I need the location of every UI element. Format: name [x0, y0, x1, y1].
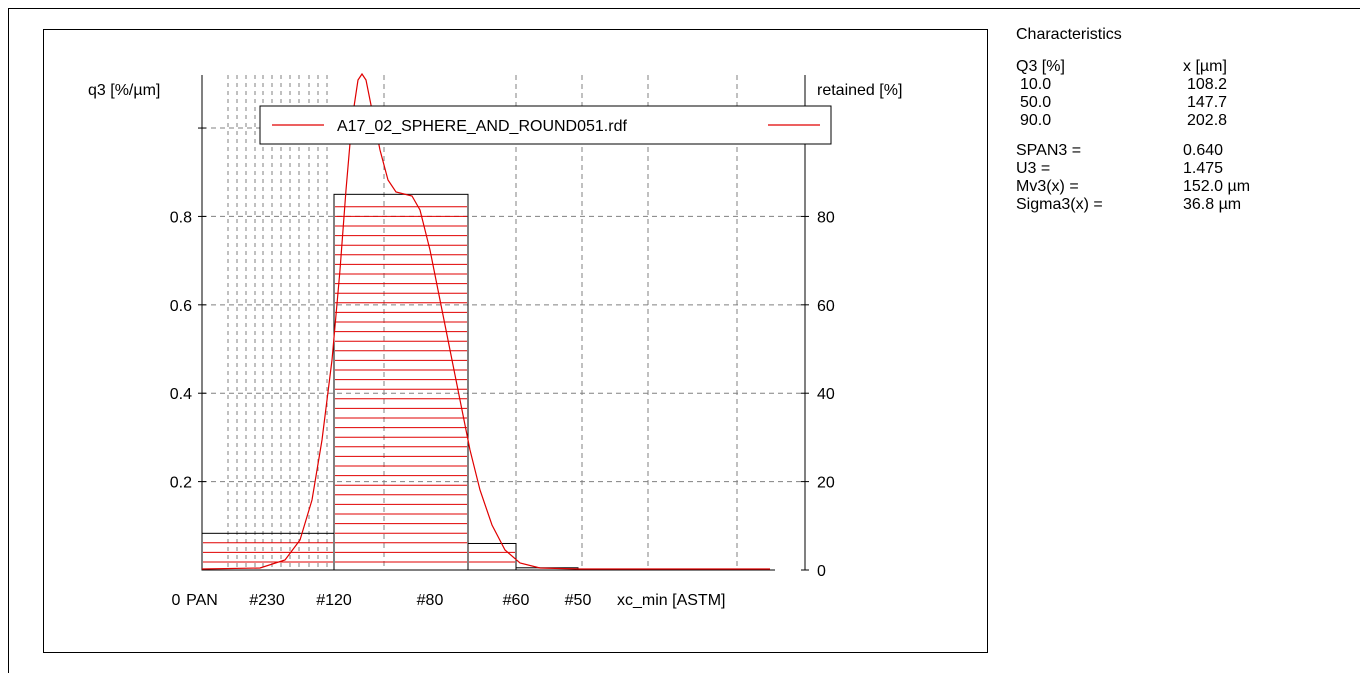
sigma3-label: Sigma3(x) = — [1016, 196, 1103, 213]
characteristics-row: 10.0 108.2 — [1016, 76, 1336, 94]
y-left-tick-label: 0.4 — [170, 386, 192, 403]
x-tick-label: #60 — [503, 592, 530, 609]
mv3-label: Mv3(x) = — [1016, 178, 1079, 195]
particle-size-chart: 0.2 0.4 0.6 0.8 0 20 40 60 80 q3 [%/µm] retained [… — [88, 72, 902, 609]
sigma3-value: 36.8 µm — [1183, 196, 1242, 213]
characteristics-header-row: Q3 [%] x [µm] — [1016, 58, 1336, 76]
y-left-tick-label: 0.6 — [170, 298, 192, 315]
x-tick-label: #120 — [316, 592, 352, 609]
stat-row: Sigma3(x) = 36.8 µm — [1016, 196, 1336, 214]
y-right-tick-label: 40 — [817, 386, 835, 403]
outer-frame-top — [8, 8, 1360, 9]
x-tick-label: #50 — [565, 592, 592, 609]
stat-row: SPAN3 = 0.640 — [1016, 142, 1336, 160]
x-header: x [µm] — [1183, 58, 1227, 75]
x-tick-label: PAN — [186, 592, 218, 609]
x-tick-label: 0 — [172, 592, 181, 609]
y-left-tick-label: 0.2 — [170, 475, 192, 492]
span3-label: SPAN3 = — [1016, 142, 1082, 159]
x-tick-label: #80 — [417, 592, 444, 609]
y-right-tick-label: 0 — [817, 563, 826, 580]
q3-header: Q3 [%] — [1016, 58, 1065, 75]
x-value: 108.2 — [1187, 76, 1228, 93]
characteristics-row: 50.0 147.7 — [1016, 94, 1336, 112]
histogram-bar — [467, 542, 517, 571]
q3-value: 50.0 — [1020, 94, 1052, 111]
y-right-tick-label: 80 — [817, 209, 835, 226]
mv3-value: 152.0 µm — [1183, 178, 1251, 195]
x-value: 147.7 — [1187, 94, 1228, 111]
chart-panel — [43, 29, 988, 653]
u3-value: 1.475 — [1183, 160, 1224, 177]
legend-label: A17_02_SPHERE_AND_ROUND051.rdf — [337, 118, 627, 135]
histogram-bar — [333, 193, 469, 571]
density-curve — [201, 72, 770, 570]
u3-label: U3 = — [1016, 160, 1051, 177]
stat-row: Mv3(x) = 152.0 µm — [1016, 178, 1336, 196]
y-left-tick-label: 0.8 — [170, 209, 192, 226]
span3-value: 0.640 — [1183, 142, 1224, 159]
outer-frame-left — [8, 8, 9, 673]
characteristics-panel: Characteristics Q3 [%] x [µm] 10.0 108.2… — [1016, 26, 1336, 214]
x-axis-title: xc_min [ASTM] — [617, 592, 725, 609]
q3-value: 10.0 — [1020, 76, 1052, 93]
histogram-bar — [201, 532, 335, 571]
stat-row: U3 = 1.475 — [1016, 160, 1336, 178]
y-axis-right-title: retained [%] — [817, 82, 902, 99]
characteristics-row: 90.0 202.8 — [1016, 112, 1336, 130]
q3-value: 90.0 — [1020, 112, 1052, 129]
y-right-tick-label: 60 — [817, 298, 835, 315]
y-right-tick-label: 20 — [817, 475, 835, 492]
x-value: 202.8 — [1187, 112, 1228, 129]
y-axis-left-title: q3 [%/µm] — [88, 82, 160, 99]
characteristics-title: Characteristics — [1016, 26, 1122, 43]
x-tick-label: #230 — [249, 592, 285, 609]
legend-box — [259, 105, 832, 145]
